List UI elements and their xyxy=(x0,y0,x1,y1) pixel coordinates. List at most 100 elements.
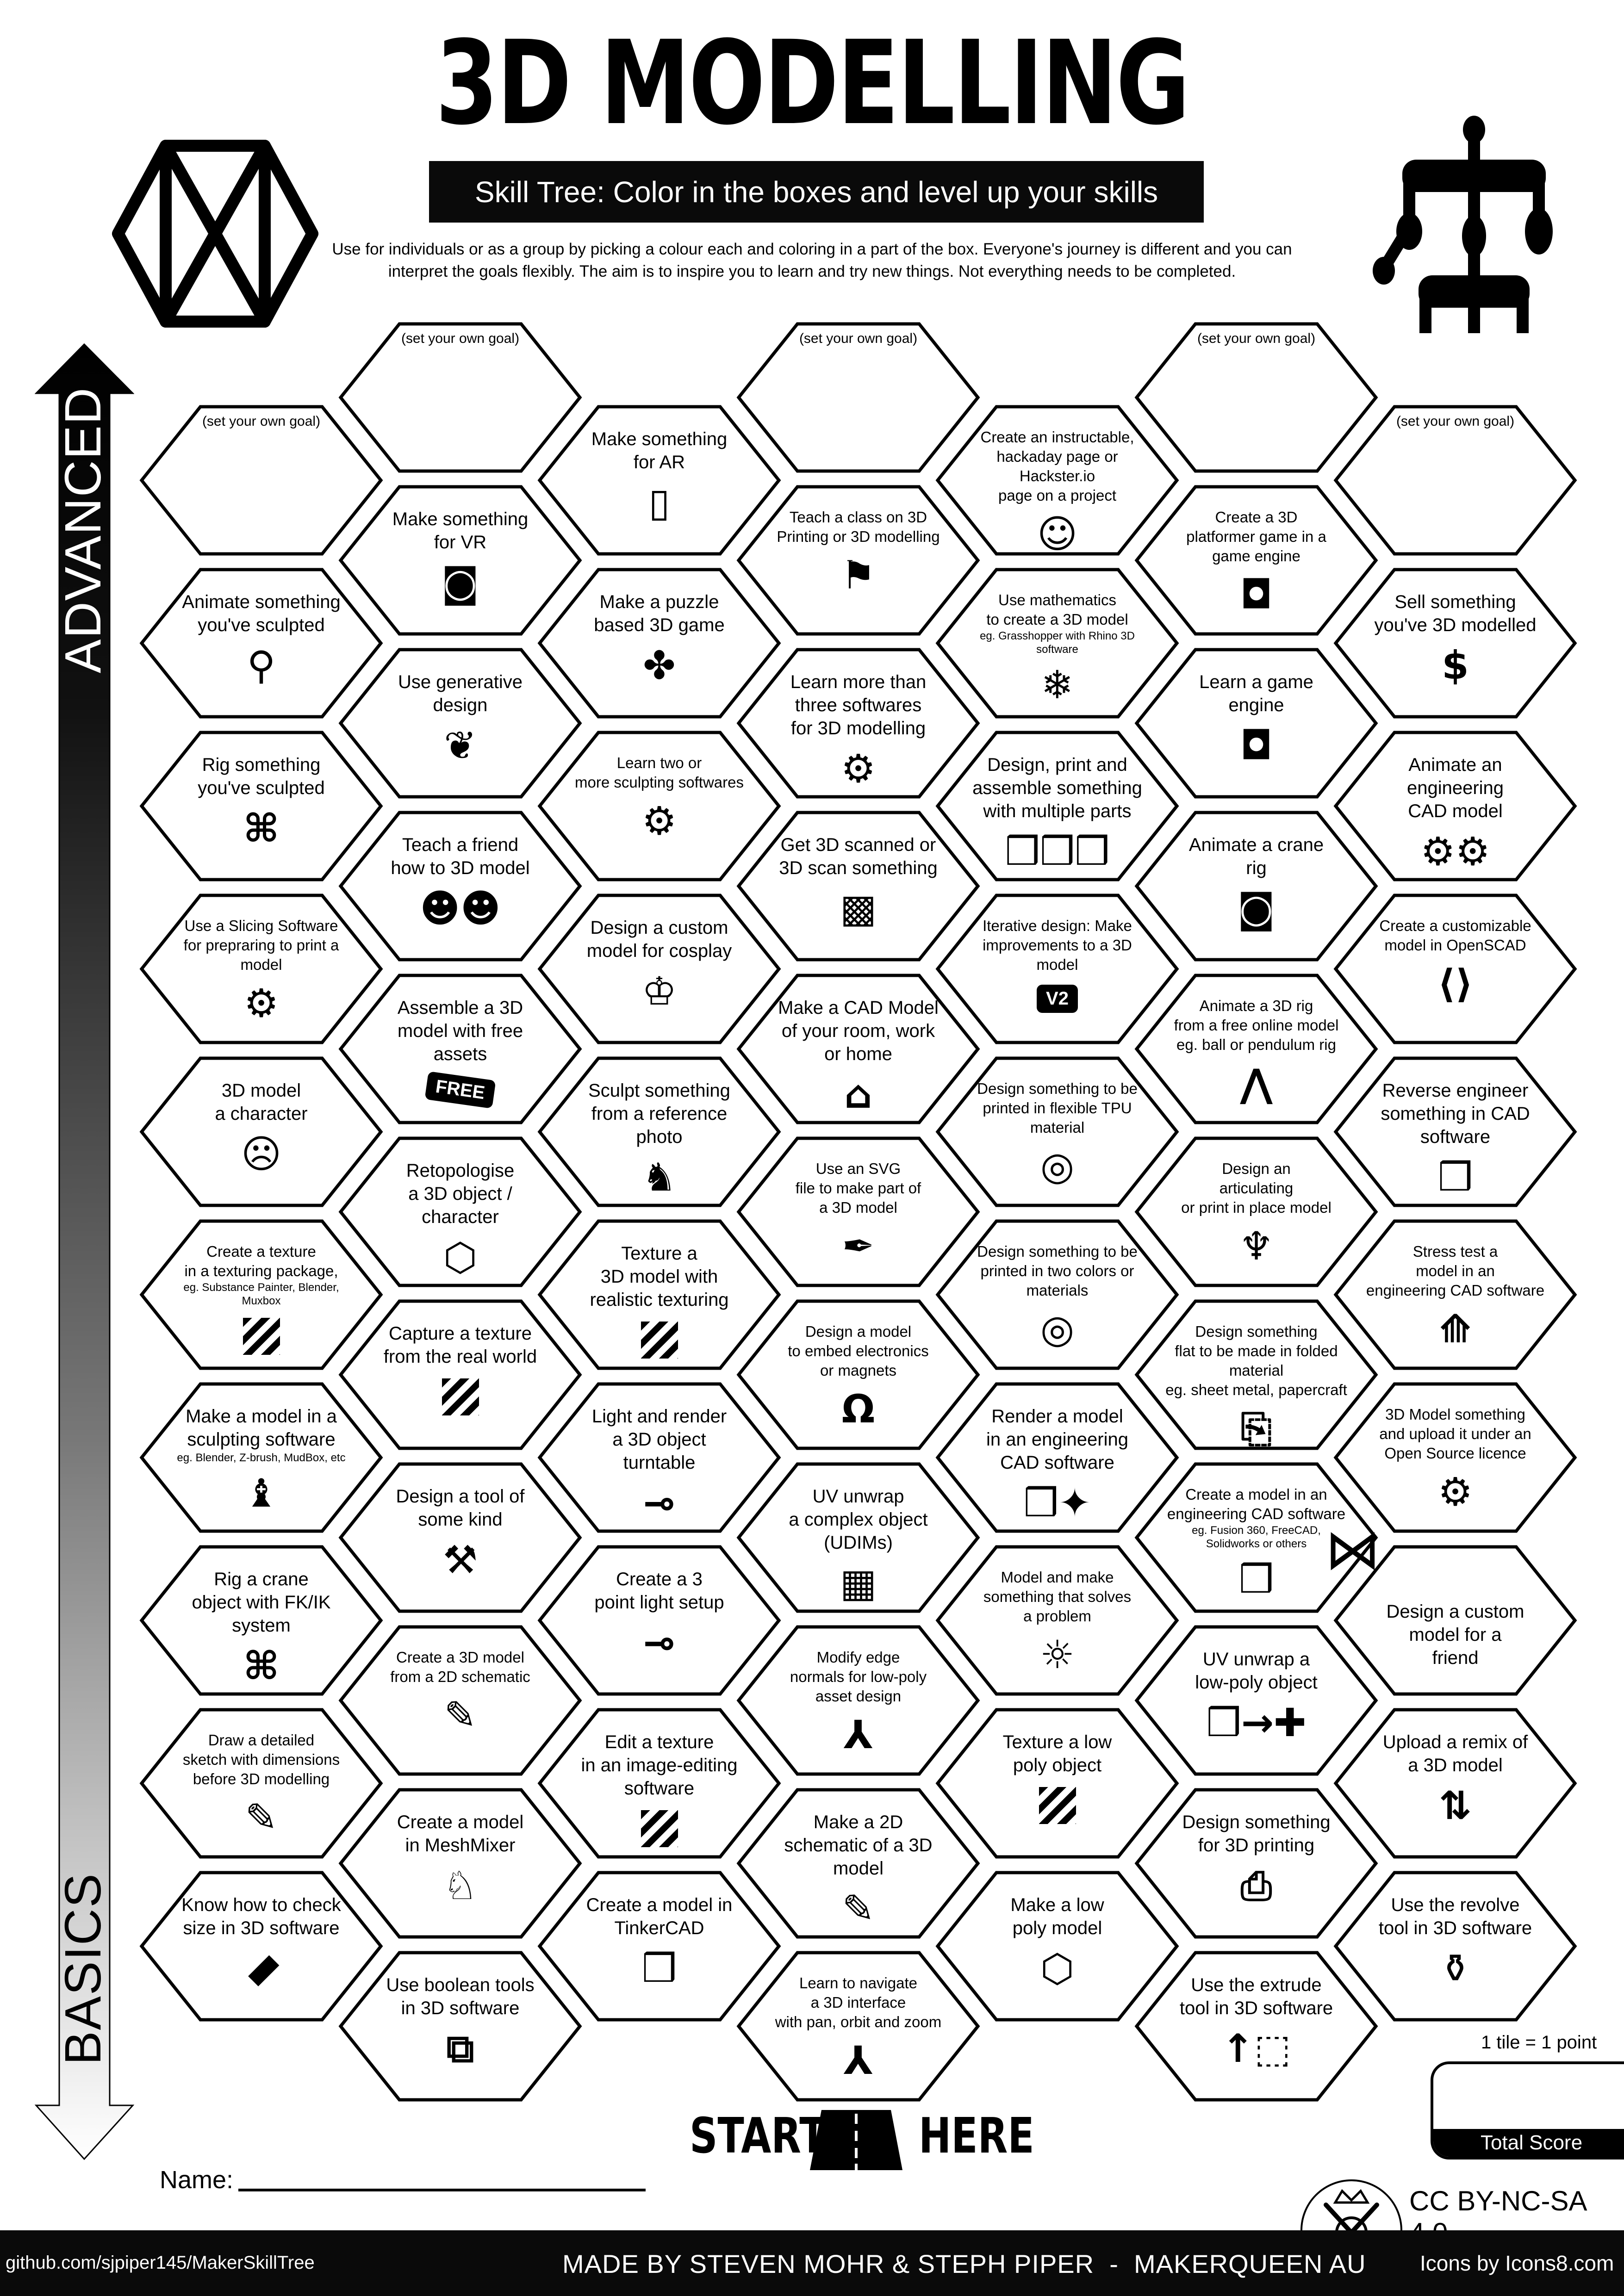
hexagon-outline xyxy=(736,648,980,799)
description-line: interpret the goals flexibly. The aim is… xyxy=(388,262,1236,280)
rabbit-icon: ♘ xyxy=(442,1863,478,1908)
tile-text: Design something for 3D printing xyxy=(1182,1812,1331,1855)
cube-sparkle-icon: ❒✦ xyxy=(1023,1480,1091,1526)
hexagon-outline xyxy=(1333,1545,1577,1696)
tile-text: Teach a friend how to 3D model xyxy=(391,835,530,878)
skill-tile: Learn a game engine ◘ xyxy=(1134,648,1378,799)
vr-headset-icon: ◙ xyxy=(441,560,479,605)
hexagon-outline xyxy=(1333,894,1577,1044)
filament-spool-icon: ◎ xyxy=(1040,1306,1075,1352)
tile-content: Draw a detailed sketch with dimensions b… xyxy=(168,1708,355,1858)
here-label: HERE xyxy=(919,2108,1034,2164)
udim-icon: ▦ xyxy=(840,1560,877,1606)
hexagon-outline xyxy=(1333,731,1577,881)
puzzle-icon: ✤ xyxy=(643,643,676,688)
tile-text: Rig a crane object with FK/IK system xyxy=(192,1569,331,1636)
skill-tile: Make a CAD Model of your room, work or h… xyxy=(736,974,980,1124)
skill-tile: Reverse engineer something in CAD softwa… xyxy=(1333,1056,1577,1207)
hexagon-outline xyxy=(338,1788,582,1939)
file-v2-icon: V2 xyxy=(1037,985,1078,1013)
tile-text: Use boolean tools in 3D software xyxy=(386,1975,535,2018)
tile-content: Reverse engineer something in CAD softwa… xyxy=(1362,1057,1549,1207)
tile-content: Animate a crane rig ◙ xyxy=(1163,811,1350,961)
skill-tile: Design something for 3D printing ⎙ xyxy=(1134,1788,1378,1939)
tile-content: Rig a crane object with FK/IK system ⌘ xyxy=(168,1545,355,1695)
tile-text: Iterative design: Make improvements to a… xyxy=(983,917,1132,973)
tile-content: 3D Model something and upload it under a… xyxy=(1362,1383,1549,1533)
tile-content: UV unwrap a complex object (UDIMs) ▦ xyxy=(765,1463,952,1613)
skill-tile: Make something for VR ◙ xyxy=(338,485,582,636)
gamepad-icon: ◘ xyxy=(1240,572,1273,617)
skill-tile: Create a model in TinkerCAD ❒ xyxy=(537,1871,781,2022)
hexagon-outline xyxy=(139,1382,383,1533)
hexagon-outline xyxy=(139,1219,383,1370)
skill-tile: Teach a friend how to 3D model ☻☻ xyxy=(338,811,582,962)
dragon-icon: ♆ xyxy=(1238,1223,1274,1269)
tile-text: Make a model in a sculpting software xyxy=(186,1406,337,1450)
tile-content: Create a 3D model from a 2D schematic ✎ xyxy=(367,1626,554,1775)
tile-content: Create a customizable model in OpenSCAD ⟨… xyxy=(1362,894,1549,1044)
tile-text: Design something to be printed in two co… xyxy=(977,1243,1138,1299)
hexagon-outline xyxy=(537,894,781,1044)
tile-text: Make a low poly model xyxy=(1010,1895,1104,1938)
hexagon-outline xyxy=(736,974,980,1124)
tile-content: Teach a friend how to 3D model ☻☻ xyxy=(367,811,554,961)
skill-tile: Upload a remix of a 3D model ⇅ xyxy=(1333,1708,1577,1859)
hexagon-outline xyxy=(338,485,582,636)
goal-tile: (set your own goal) xyxy=(338,322,582,473)
tile-text: Use generative design xyxy=(398,672,523,715)
hexagon-outline xyxy=(1333,1056,1577,1207)
tile-example-text: eg. Blender, Z-brush, MudBox, etc xyxy=(177,1452,346,1464)
basics-label: BASICS xyxy=(55,1873,112,2065)
tile-content: UV unwrap a low-poly object ❒→✚ xyxy=(1163,1626,1350,1775)
tile-text: Design a tool of some kind xyxy=(396,1486,525,1530)
filament-spool-icon: ◎ xyxy=(1040,1143,1075,1189)
tile-content: (set your own goal) xyxy=(367,323,554,472)
tile-text: Animate something you've sculpted xyxy=(182,592,341,635)
skill-tile: Design an articulating or print in place… xyxy=(1134,1136,1378,1287)
skill-tile: Model and make something that solves a p… xyxy=(935,1545,1179,1696)
brain-icon: ❦ xyxy=(444,723,477,768)
tile-content: Make something for VR ◙ xyxy=(367,485,554,635)
ar-phone-icon: ▯ xyxy=(648,480,670,525)
tile-text: Animate a 3D rig from a free online mode… xyxy=(1174,997,1339,1053)
body-scan-icon: ▩ xyxy=(840,886,877,931)
money-bag-icon: $ xyxy=(1442,643,1469,688)
dog-icon: ♞ xyxy=(641,1154,677,1200)
tile-text: Modify edge normals for low-poly asset d… xyxy=(790,1649,927,1705)
skill-tile: Retopologise a 3D object / character ⬡ xyxy=(338,1136,582,1287)
tile-text: 3D model a character xyxy=(215,1080,308,1124)
hexagon-outline xyxy=(537,1056,781,1207)
tile-text: Reverse engineer something in CAD softwa… xyxy=(1381,1080,1530,1147)
total-score-box: Total Score xyxy=(1431,2061,1624,2159)
axes-icon: ⅄ xyxy=(843,2038,873,2083)
tile-content: Get 3D scanned or 3D scan something ▩ xyxy=(765,811,952,961)
tile-text: Draw a detailed sketch with dimensions b… xyxy=(182,1731,340,1787)
hexagon-outline xyxy=(935,894,1179,1044)
skill-tile: Make something for AR ▯ xyxy=(537,405,781,556)
skill-tile: Rig a crane object with FK/IK system ⌘ xyxy=(139,1545,383,1696)
tile-content: Design something to be printed in flexib… xyxy=(964,1057,1151,1207)
skill-tile: Use boolean tools in 3D software ⧉ xyxy=(338,1951,582,2102)
tile-content: (set your own goal) xyxy=(168,405,355,555)
skill-tile: Use generative design ❦ xyxy=(338,648,582,799)
hexagon-outline xyxy=(935,405,1179,556)
tile-example-text: eg. Fusion 360, FreeCAD, Solidworks or o… xyxy=(1192,1524,1321,1550)
hexagon-outline xyxy=(338,1951,582,2102)
hexagon-outline xyxy=(935,1708,1179,1859)
tile-text: Design a custom model for a friend xyxy=(1386,1601,1524,1668)
tile-content: Design a custom model for a friend xyxy=(1362,1545,1549,1695)
footer-bar: github.com/sjpiper145/MakerSkillTree MAD… xyxy=(0,2230,1624,2296)
tile-example-text: eg. Grasshopper with Rhino 3D software xyxy=(980,630,1135,656)
tile-text: Make a puzzle based 3D game xyxy=(594,592,725,635)
skill-tile: ⋈ Design a custom model for a friend xyxy=(1325,1518,1577,1696)
hexagon-outline xyxy=(736,1299,980,1450)
gift-bow-icon: ⋈ xyxy=(1325,1518,1381,1582)
hexagon-outline xyxy=(1134,1625,1378,1776)
tile-content: Model and make something that solves a p… xyxy=(964,1545,1151,1695)
tile-content: Texture a 3D model with realistic textur… xyxy=(566,1220,753,1370)
skill-level-arrow xyxy=(35,343,134,2160)
tile-content: Make a CAD Model of your room, work or h… xyxy=(765,974,952,1124)
ruler-icon: ▬ xyxy=(232,1939,291,1998)
skill-tile: Use an SVG file to make part of a 3D mod… xyxy=(736,1136,980,1287)
